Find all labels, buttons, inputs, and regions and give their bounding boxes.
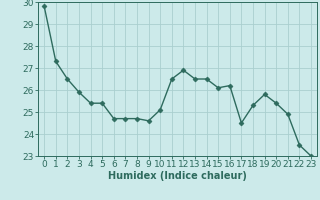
X-axis label: Humidex (Indice chaleur): Humidex (Indice chaleur) (108, 171, 247, 181)
